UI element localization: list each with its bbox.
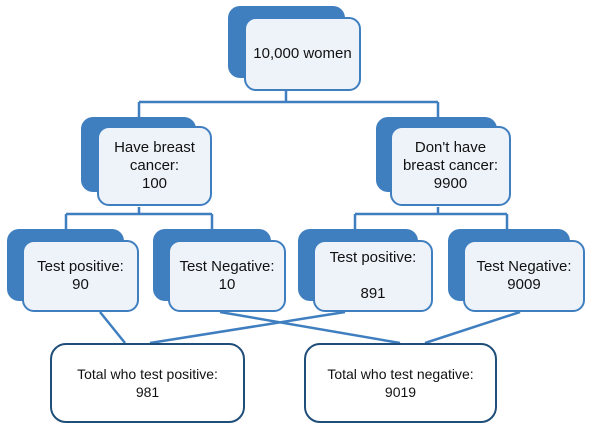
no-cancer-node: Don't have breast cancer: 9900 bbox=[390, 126, 511, 206]
connector-a-to-positive bbox=[99, 311, 126, 344]
connector-b-to-negative bbox=[219, 310, 401, 345]
connector-d-to-negative bbox=[424, 310, 521, 345]
test-negative-nocancer-node: Test Negative: 9009 bbox=[463, 240, 585, 312]
connector-c-to-positive bbox=[149, 310, 346, 345]
test-positive-cancer-node: Test positive: 90 bbox=[22, 240, 139, 312]
total-negative-node: Total who test negative: 9019 bbox=[304, 343, 497, 423]
have-cancer-node: Have breast cancer: 100 bbox=[97, 126, 212, 206]
total-positive-node: Total who test positive: 981 bbox=[50, 343, 245, 423]
test-negative-cancer-node: Test Negative: 10 bbox=[168, 240, 286, 312]
root-node: 10,000 women bbox=[244, 17, 361, 91]
test-positive-nocancer-node: Test positive: 891 bbox=[313, 240, 433, 312]
